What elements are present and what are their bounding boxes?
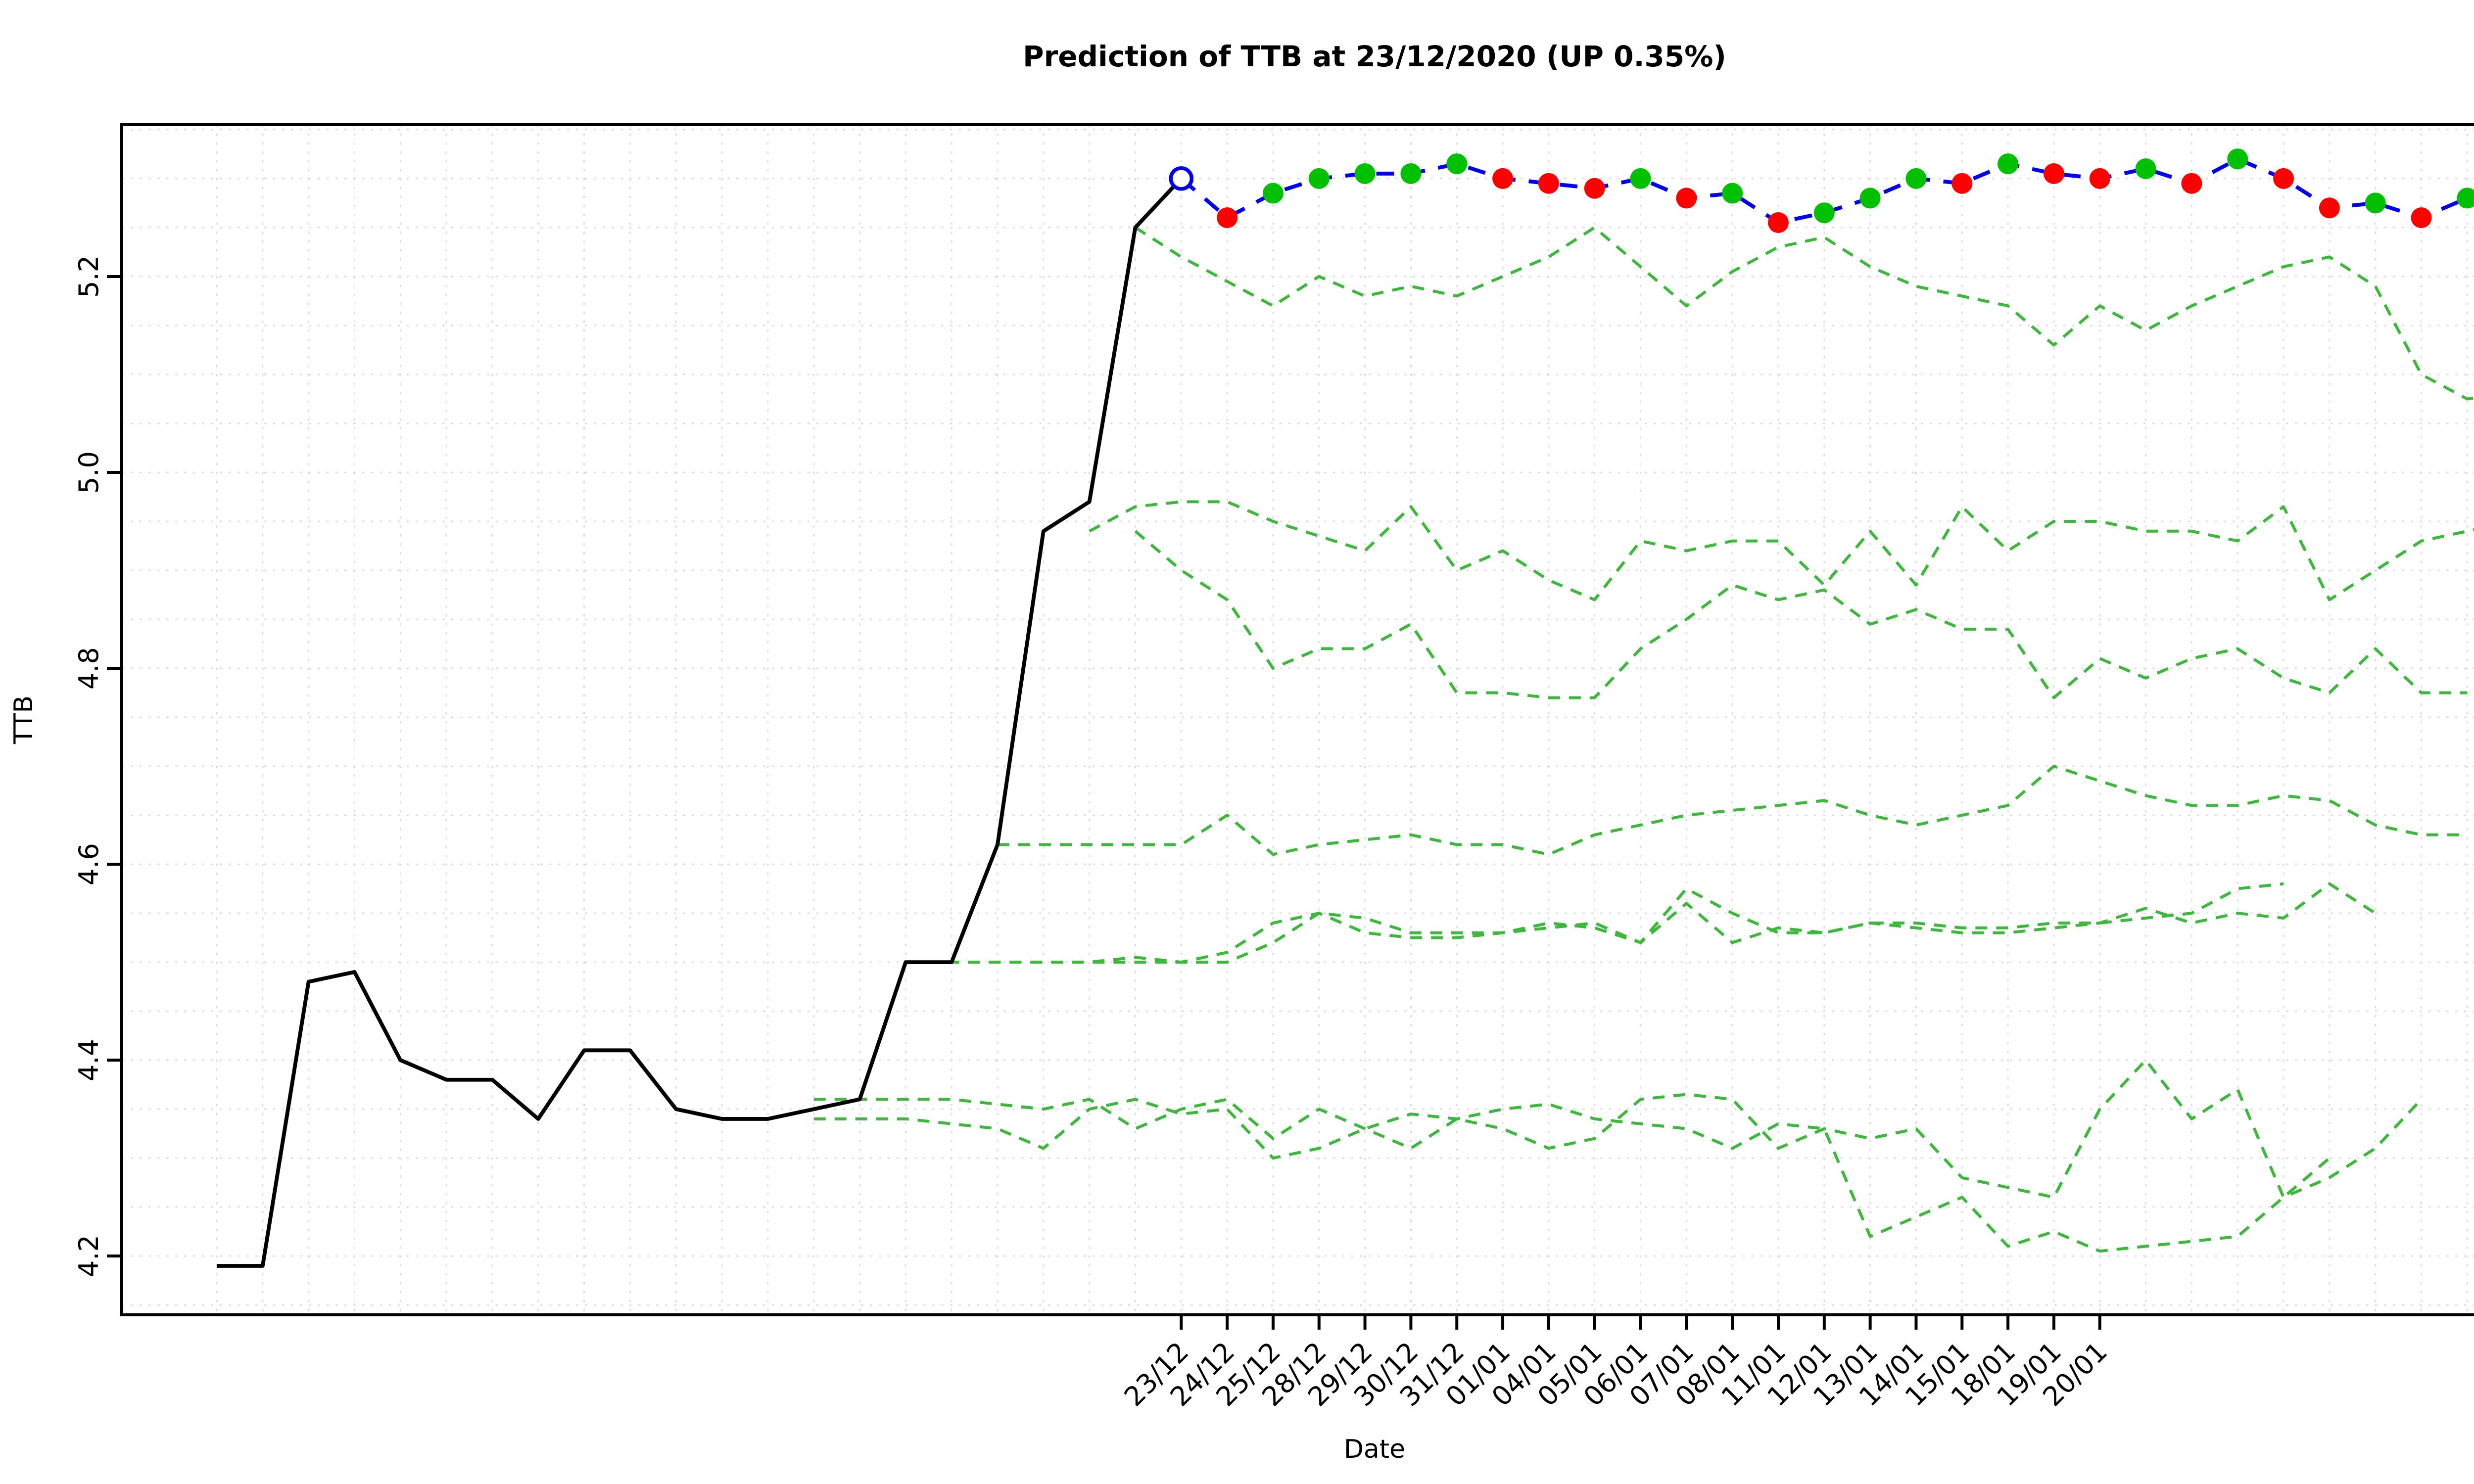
down-prediction-point — [2273, 168, 2294, 189]
down-prediction-point — [2319, 197, 2340, 219]
svg-text:4.2: 4.2 — [73, 1235, 104, 1277]
svg-text:4.4: 4.4 — [73, 1039, 104, 1081]
up-prediction-point — [1859, 187, 1881, 209]
down-prediction-point — [1538, 173, 1559, 194]
svg-text:4.8: 4.8 — [73, 647, 104, 690]
historical-series — [217, 177, 1183, 1268]
chart-title: Prediction of TTB at 23/12/2020 (UP 0.35… — [1023, 40, 1726, 73]
up-prediction-point — [2457, 187, 2474, 209]
down-prediction-point — [1768, 212, 1789, 233]
grid-layer — [122, 125, 2474, 1315]
down-prediction-point — [2181, 173, 2202, 194]
up-prediction-point — [2365, 192, 2386, 214]
svg-text:5.0: 5.0 — [73, 451, 104, 494]
svg-text:4.6: 4.6 — [73, 843, 104, 885]
down-prediction-point — [2089, 168, 2110, 189]
down-prediction-point — [1217, 207, 1238, 229]
down-prediction-point — [2411, 207, 2432, 229]
up-prediction-point — [1446, 153, 1468, 175]
prediction-origin-point — [1169, 166, 1194, 191]
up-prediction-point — [1722, 183, 1743, 204]
svg-text:5.2: 5.2 — [73, 255, 104, 298]
scenario-series — [813, 226, 2474, 1253]
up-prediction-point — [1998, 153, 2019, 175]
up-prediction-point — [1905, 168, 1927, 189]
up-prediction-point — [1354, 163, 1376, 185]
up-prediction-point — [1262, 183, 1284, 204]
y-axis-label: TTB — [9, 695, 39, 744]
down-prediction-point — [2043, 163, 2064, 185]
down-prediction-point — [1492, 168, 1514, 189]
up-prediction-point — [1813, 202, 1835, 224]
down-prediction-point — [1676, 187, 1697, 209]
up-prediction-point — [1308, 168, 1330, 189]
up-prediction-point — [2135, 158, 2156, 180]
x-axis-label: Date — [1343, 1435, 1406, 1464]
axes: 4.24.44.64.85.05.223/1224/1225/1228/1229… — [73, 123, 2474, 1412]
up-prediction-point — [1400, 163, 1422, 185]
up-prediction-point — [1630, 168, 1651, 189]
down-prediction-point — [1584, 178, 1605, 199]
prediction-points — [1169, 148, 2474, 233]
down-prediction-point — [1951, 173, 1973, 194]
up-prediction-point — [2227, 148, 2248, 170]
